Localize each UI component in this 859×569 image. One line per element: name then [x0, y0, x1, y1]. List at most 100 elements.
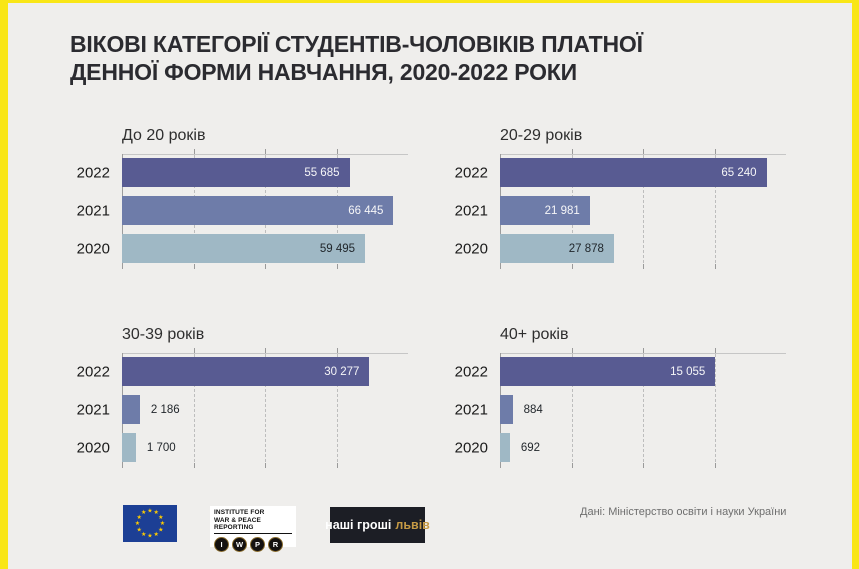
eu-star-icon: ★	[147, 508, 153, 514]
bar-2021: 66 445	[122, 196, 394, 225]
iwpr-key-r: R	[268, 536, 283, 552]
eu-star-icon: ★	[141, 509, 147, 516]
bar-row-2021: 2021 21 981	[455, 196, 786, 225]
yellow-stripe-right	[852, 0, 859, 569]
eu-star-icon: ★	[159, 520, 166, 527]
eu-star-icon: ★	[158, 526, 164, 533]
iwpr-key-i: I	[214, 536, 229, 552]
plot-area: 2022 65 240 2021 21 981 2020 27 878	[455, 149, 786, 269]
bar-2020: 59 495	[122, 234, 366, 263]
bar-row-2022: 2022 65 240	[455, 158, 786, 187]
year-label: 2022	[454, 363, 488, 380]
eu-star-icon: ★	[158, 514, 164, 521]
year-label: 2021	[76, 202, 110, 219]
page-title: ВІКОВІ КАТЕГОРІЇ СТУДЕНТІВ-ЧОЛОВІКІВ ПЛА…	[70, 30, 643, 86]
bar-2021: 2 186	[122, 395, 180, 424]
chart-title: 30-39 років	[122, 326, 205, 343]
eu-star-icon: ★	[153, 531, 159, 538]
bar-2021: 884	[500, 395, 543, 424]
bar-row-2020: 2020 692	[455, 433, 786, 462]
chart-panel-40-plus: 40+ років 2022 15 055 2021 884 2020 692	[442, 325, 794, 468]
gridline	[193, 348, 195, 468]
gridline	[714, 149, 716, 269]
bar-row-2021: 2021 884	[455, 395, 786, 424]
plot-area: 2022 15 055 2021 884 2020 692	[455, 348, 786, 468]
year-label: 2021	[454, 401, 488, 418]
bar-2022: 30 277	[122, 357, 370, 386]
value-label: 21 981	[544, 204, 580, 217]
chart-panel-20-29: 20-29 років 2022 65 240 2021 21 981 2020 27 87…	[442, 126, 794, 269]
plot-area: 2022 30 277 2021 2 186 2020 1 700	[77, 348, 408, 468]
iwpr-key-w: W	[232, 536, 247, 552]
eu-flag-logo: ★ ★ ★ ★ ★ ★ ★ ★ ★ ★ ★ ★	[123, 505, 177, 542]
bar-2021: 21 981	[500, 196, 590, 225]
plot-area: 2022 55 685 2021 66 445 2020 59 495	[77, 149, 408, 269]
yellow-stripe-left	[0, 0, 8, 569]
bar-row-2020: 2020 27 878	[455, 234, 786, 263]
year-label: 2022	[76, 363, 110, 380]
chart-title: 40+ років	[500, 326, 569, 343]
year-label: 2022	[76, 164, 110, 181]
eu-star-icon: ★	[136, 526, 142, 533]
gridline	[643, 149, 644, 269]
chart-title: 20-29 років	[500, 127, 583, 144]
bar-row-2022: 2022 30 277	[77, 357, 408, 386]
chart-panel-30-39: 30-39 років 2022 30 277 2021 2 186 2020 1 700	[64, 325, 416, 468]
iwpr-key-p: P	[250, 536, 265, 552]
year-label: 2020	[76, 439, 110, 456]
value-label: 65 240	[721, 166, 757, 179]
bar-2020: 27 878	[500, 234, 614, 263]
value-label: 30 277	[324, 365, 360, 378]
value-label: 55 685	[304, 166, 340, 179]
chart-panel-under-20: До 20 років 2022 55 685 2021 66 445 2020 59 49…	[64, 126, 416, 269]
bar-row-2020: 2020 59 495	[77, 234, 408, 263]
gridline	[336, 348, 338, 468]
data-source-note: Дані: Міністерство освіти і науки Україн…	[580, 506, 787, 518]
bar-row-2020: 2020 1 700	[77, 433, 408, 462]
eu-star-icon: ★	[141, 531, 147, 538]
iwpr-line1: INSTITUTE FOR	[214, 509, 265, 516]
gridline	[643, 348, 644, 468]
bar-row-2022: 2022 55 685	[77, 158, 408, 187]
value-label: 15 055	[670, 365, 706, 378]
yellow-stripe-top	[0, 0, 859, 3]
value-label: 1 700	[146, 441, 176, 454]
nashi-groshi-logo: наші гроші львів	[325, 507, 430, 543]
bar-2020: 1 700	[122, 433, 176, 462]
value-label: 884	[523, 403, 543, 416]
page-title-line1: ВІКОВІ КАТЕГОРІЇ СТУДЕНТІВ-ЧОЛОВІКІВ ПЛА…	[70, 31, 643, 57]
gridline	[714, 348, 716, 468]
eu-star-icon: ★	[153, 509, 159, 516]
value-label: 692	[520, 441, 541, 454]
year-label: 2021	[76, 401, 110, 418]
bar-2020: 692	[500, 433, 540, 462]
value-label: 59 495	[319, 242, 356, 255]
page-title-line2: ДЕННОЇ ФОРМИ НАВЧАННЯ, 2020-2022 РОКИ	[70, 59, 577, 85]
nashi-groshi-city: львів	[395, 518, 430, 532]
chart-title: До 20 років	[122, 127, 206, 144]
year-label: 2020	[76, 240, 110, 257]
iwpr-line2: WAR & PEACE REPORTING	[214, 516, 261, 532]
value-label: 27 878	[568, 242, 604, 255]
bar-2022: 55 685	[122, 158, 350, 187]
year-label: 2021	[454, 202, 488, 219]
gridline	[265, 348, 266, 468]
eu-stars: ★ ★ ★ ★ ★ ★ ★ ★ ★ ★ ★ ★	[123, 505, 177, 542]
iwpr-logo-text: INSTITUTE FOR WAR & PEACE REPORTING	[214, 509, 292, 534]
value-label: 2 186	[150, 403, 180, 416]
year-label: 2020	[454, 439, 488, 456]
year-label: 2022	[454, 164, 488, 181]
nashi-groshi-text: наші гроші	[325, 518, 392, 532]
eu-star-icon: ★	[147, 533, 153, 539]
bar-row-2021: 2021 2 186	[77, 395, 408, 424]
bar-2022: 15 055	[500, 357, 716, 386]
gridline	[571, 348, 573, 468]
year-label: 2020	[454, 240, 488, 257]
value-label: 66 445	[348, 204, 384, 217]
bar-row-2022: 2022 15 055	[455, 357, 786, 386]
eu-star-icon: ★	[136, 514, 142, 521]
bar-2022: 65 240	[500, 158, 767, 187]
